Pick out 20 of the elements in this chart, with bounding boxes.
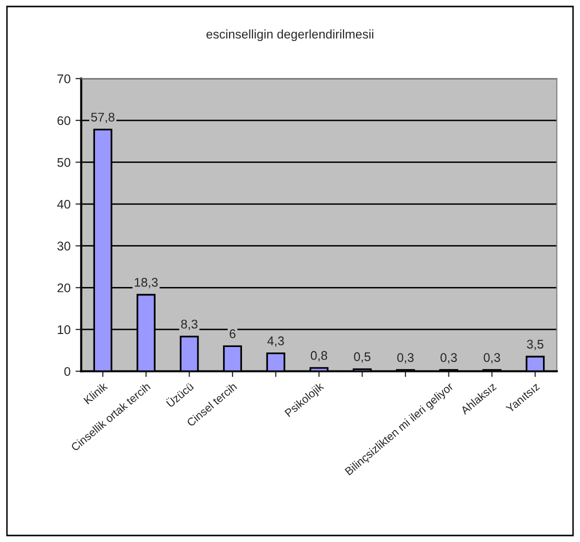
y-tick-label: 70 xyxy=(58,74,70,84)
y-tick-label: 20 xyxy=(58,283,70,292)
y-tick-label: 0 xyxy=(64,367,70,376)
data-label: 3,5 xyxy=(526,340,544,350)
data-label: 0,3 xyxy=(484,353,500,364)
data-label: 0,3 xyxy=(440,353,457,364)
y-tick-label: 30 xyxy=(57,242,70,250)
data-label: 8,3 xyxy=(181,320,198,330)
data-label: 4,3 xyxy=(267,336,284,347)
data-label: 57,8 xyxy=(91,112,114,124)
chart-title: escinselligin degerlendirilmesii xyxy=(206,29,374,42)
y-tick-label: 40 xyxy=(57,200,70,209)
data-label: 18,3 xyxy=(134,278,158,288)
y-tick-label: 50 xyxy=(57,158,70,167)
y-tick-label: 10 xyxy=(58,325,70,334)
data-label: 0,8 xyxy=(310,351,328,362)
data-label: 0,5 xyxy=(354,352,370,363)
data-label: 6 xyxy=(230,329,236,338)
data-label: 0,3 xyxy=(397,353,414,364)
y-tick-label: 60 xyxy=(58,116,70,126)
